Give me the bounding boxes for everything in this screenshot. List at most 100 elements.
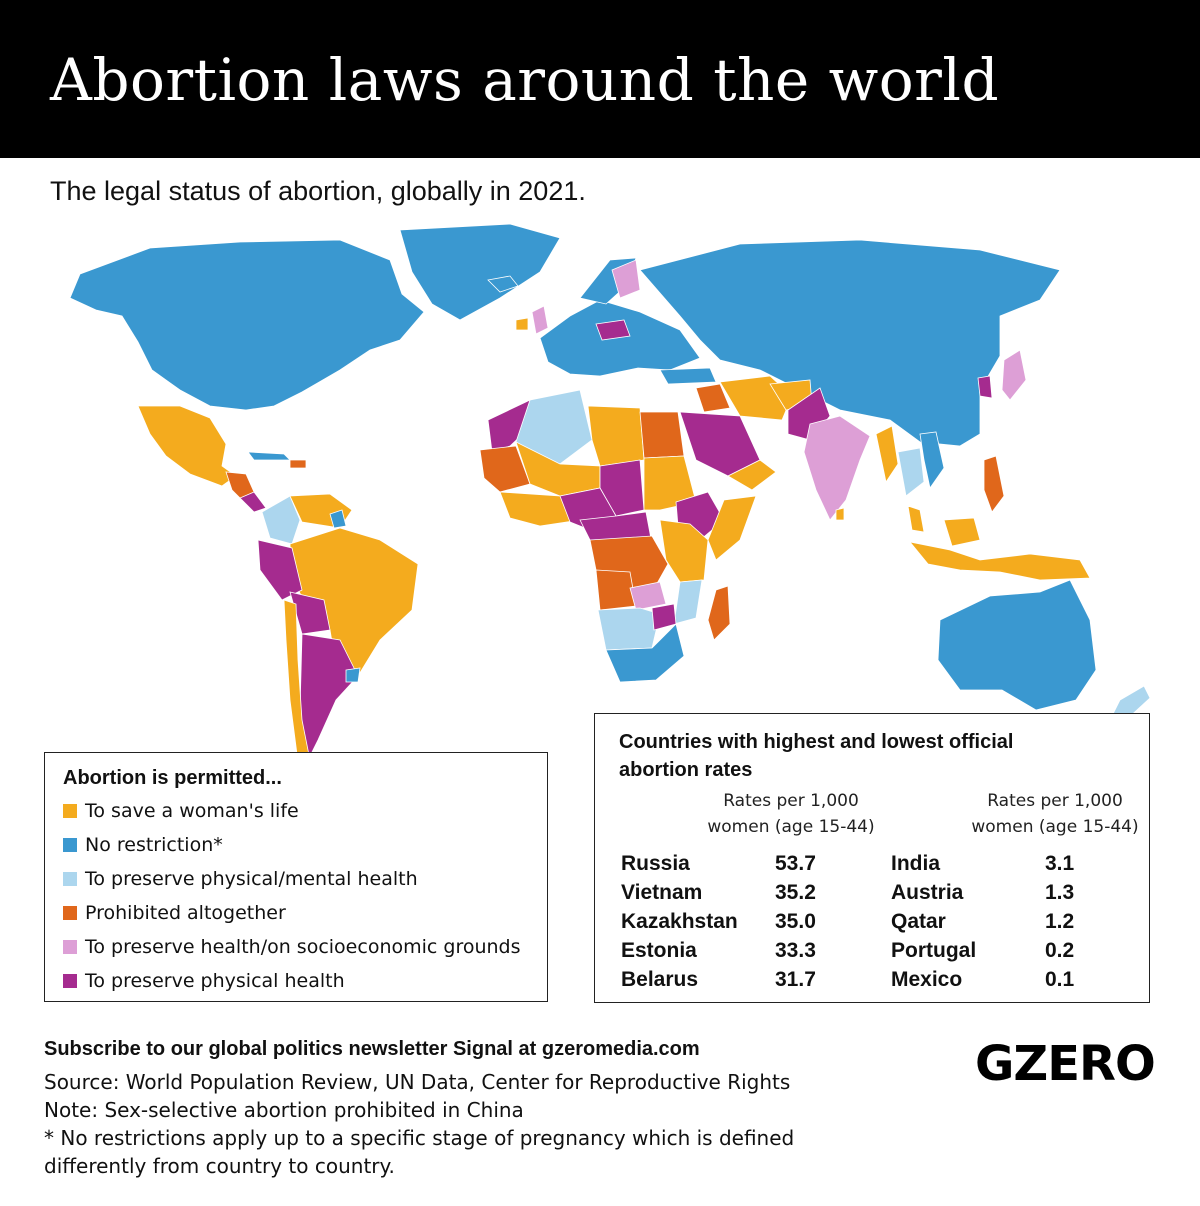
region-hispaniola (289, 459, 307, 469)
region-sri-lanka (835, 507, 845, 521)
table-row: Mexico 0.1 (891, 968, 1111, 997)
region-uruguay (345, 667, 361, 683)
region-borneo (943, 517, 981, 547)
legend-label: Prohibited altogether (85, 902, 286, 924)
country-name: Austria (891, 881, 964, 904)
region-east-africa (659, 519, 709, 583)
rate-value: 33.3 (775, 939, 816, 962)
region-colombia (261, 495, 301, 545)
region-namibia-botswana (597, 607, 661, 651)
legend-swatch (63, 838, 77, 852)
region-gulf-guinea (499, 491, 581, 527)
rate-value: 31.7 (775, 968, 816, 991)
region-madagascar (707, 585, 731, 641)
region-australia (937, 579, 1097, 711)
legend-label: To preserve physical/mental health (85, 868, 418, 890)
region-chad (599, 459, 645, 517)
region-india (803, 415, 871, 521)
region-mexico (137, 405, 237, 487)
region-egypt (639, 411, 685, 459)
rate-value: 53.7 (775, 852, 816, 875)
region-yemen-oman (727, 459, 777, 491)
region-thailand-laos (897, 447, 925, 497)
region-finland (611, 259, 641, 299)
highest-column-header: Rates per 1,000 women (age 15-44) (691, 788, 891, 840)
region-korea (977, 375, 993, 399)
table-row: Russia 53.7 (621, 852, 861, 881)
rate-value: 35.2 (775, 881, 816, 904)
rate-value: 35.0 (775, 910, 816, 933)
footnote-line2: differently from country to country. (44, 1154, 395, 1178)
region-libya (587, 405, 645, 467)
legend-swatch (63, 906, 77, 920)
country-name: Belarus (621, 968, 699, 991)
region-somalia (707, 495, 757, 561)
table-row: Belarus 31.7 (621, 968, 861, 997)
legend-swatch (63, 872, 77, 886)
gzero-logo: GZERO (975, 1036, 1156, 1092)
region-ireland (515, 317, 529, 331)
region-angola (595, 569, 637, 611)
region-zambia (629, 581, 667, 611)
legend-item-save-life: To save a woman's life (63, 799, 299, 823)
table-row: Austria 1.3 (891, 881, 1111, 910)
country-name: Mexico (891, 968, 963, 991)
column-header-line2: women (age 15-44) (707, 817, 875, 837)
rates-title: Countries with highest and lowest offici… (619, 731, 1014, 781)
abortion-rates-table: Countries with highest and lowest offici… (594, 713, 1150, 1003)
column-header-line1: Rates per 1,000 (987, 791, 1123, 811)
title-bar: Abortion laws around the world (0, 0, 1200, 158)
map-legend: Abortion is permitted... To save a woman… (44, 752, 548, 1002)
region-turkey (659, 367, 717, 385)
rate-value: 1.3 (1045, 881, 1075, 904)
source-text: Source: World Population Review, UN Data… (44, 1070, 791, 1094)
region-central-america-2 (239, 491, 267, 513)
region-philippines (983, 455, 1005, 513)
table-row: Portugal 0.2 (891, 939, 1111, 968)
country-name: Qatar (891, 910, 946, 933)
rate-value: 3.1 (1045, 852, 1075, 875)
rate-value: 0.1 (1045, 968, 1075, 991)
region-vietnam (919, 431, 945, 489)
legend-item-no-restriction: No restriction* (63, 833, 223, 857)
legend-label: To save a woman's life (85, 800, 299, 822)
world-map (40, 220, 1160, 785)
region-indonesia (908, 541, 1091, 581)
region-uk (531, 305, 549, 335)
legend-swatch (63, 804, 77, 818)
column-header-line2: women (age 15-44) (971, 817, 1139, 837)
region-russia-asia (639, 239, 1061, 447)
subscribe-text: Subscribe to our global politics newslet… (44, 1038, 700, 1060)
legend-item-physical-health: To preserve physical health (63, 969, 345, 993)
rate-value: 0.2 (1045, 939, 1075, 962)
note-text: Note: Sex-selective abortion prohibited … (44, 1098, 524, 1122)
region-west-africa (479, 445, 531, 493)
region-iceland (487, 275, 519, 293)
legend-title: Abortion is permitted... (63, 767, 282, 789)
region-bolivia (289, 591, 331, 635)
legend-swatch (63, 940, 77, 954)
legend-label: To preserve health/on socioeconomic grou… (85, 936, 521, 958)
region-iraq (695, 383, 731, 413)
region-zimbabwe (651, 603, 677, 631)
region-south-africa (605, 623, 685, 683)
region-mozambique (673, 579, 703, 625)
region-europe (539, 299, 701, 377)
table-row: Qatar 1.2 (891, 910, 1111, 939)
lowest-column-header: Rates per 1,000 women (age 15-44) (955, 788, 1155, 840)
region-japan (1001, 349, 1027, 401)
region-guyana (329, 509, 347, 529)
region-myanmar (875, 425, 899, 484)
region-north-america (69, 239, 425, 411)
column-header-line1: Rates per 1,000 (723, 791, 859, 811)
country-name: Vietnam (621, 881, 703, 904)
legend-swatch (63, 974, 77, 988)
legend-label: To preserve physical health (85, 970, 345, 992)
country-name: Estonia (621, 939, 697, 962)
country-name: India (891, 852, 941, 875)
region-cuba (247, 451, 291, 461)
region-poland (595, 319, 631, 341)
country-name: Kazakhstan (621, 910, 738, 933)
legend-item-prohibited: Prohibited altogether (63, 901, 286, 925)
country-name: Portugal (891, 939, 977, 962)
